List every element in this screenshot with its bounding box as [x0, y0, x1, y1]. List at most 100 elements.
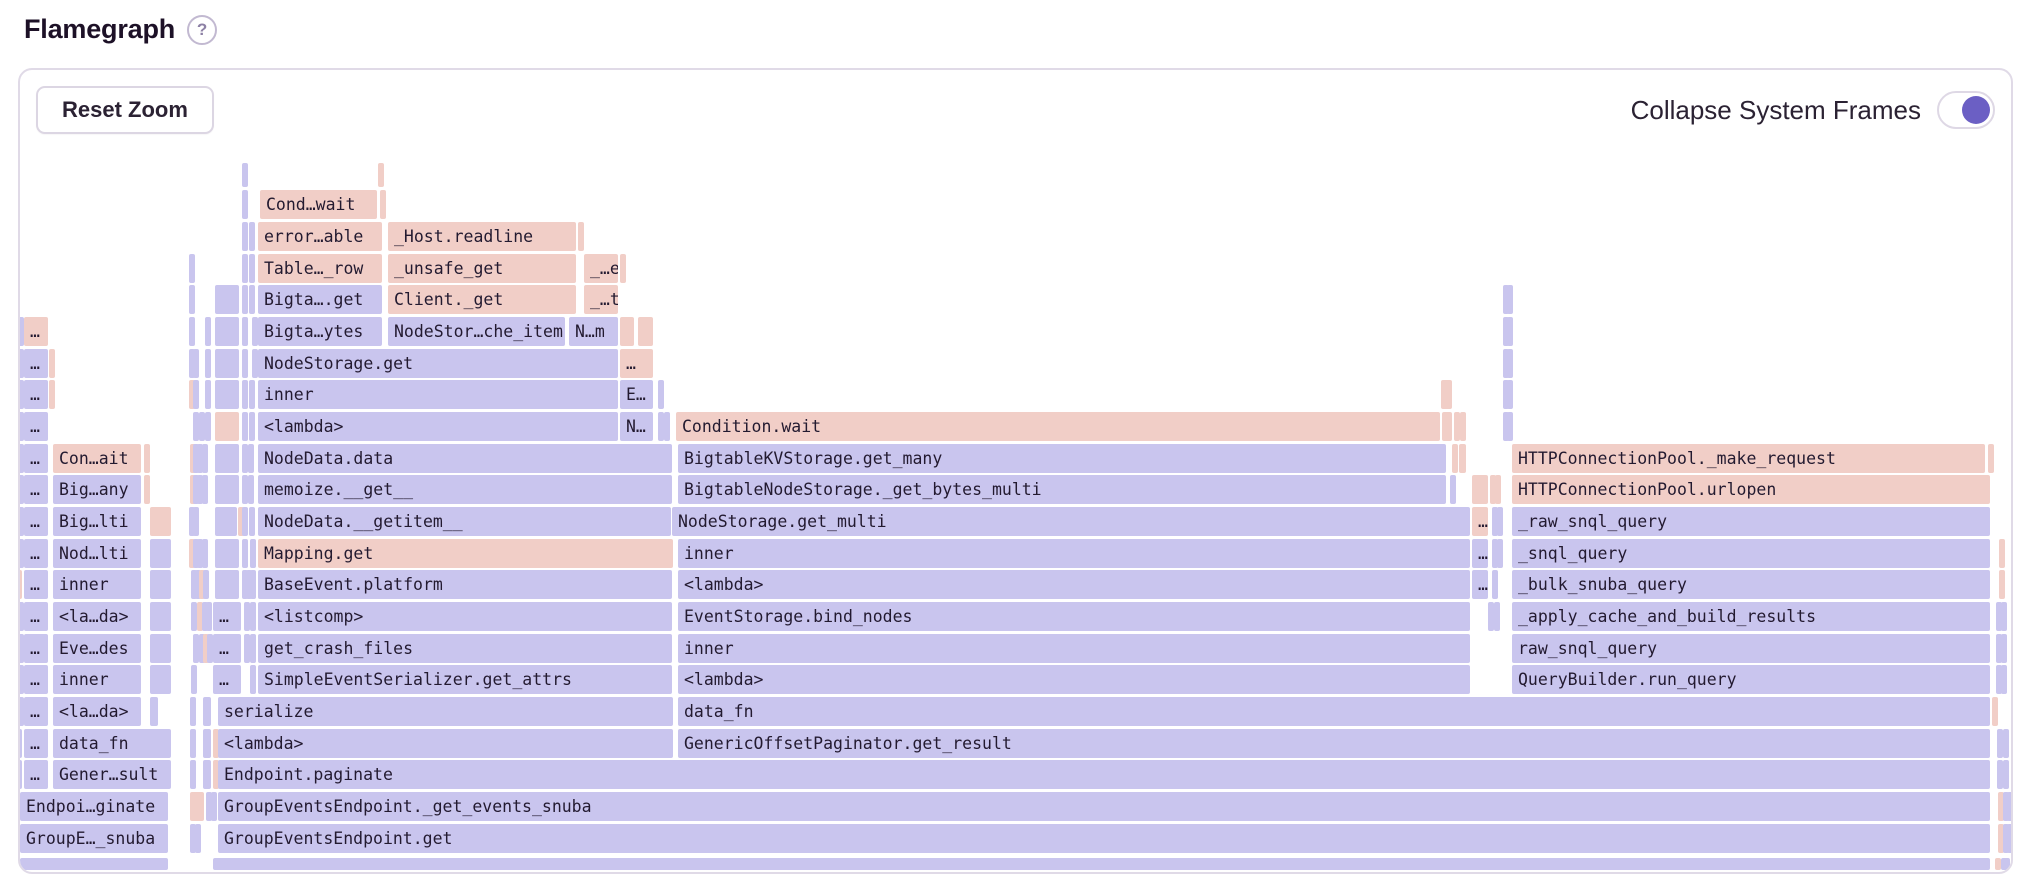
frame-bar[interactable] [380, 190, 386, 219]
frame-bar[interactable]: Endpoi…ginate [20, 792, 168, 821]
frame-bar[interactable]: Cond…wait [260, 190, 377, 219]
frame-bar[interactable] [2001, 665, 2007, 694]
frame-bar[interactable] [215, 412, 239, 441]
frame-bar[interactable] [20, 729, 22, 758]
frame-bar[interactable] [191, 602, 197, 631]
frame-bar[interactable] [150, 697, 158, 726]
frame-bar[interactable] [1507, 285, 1513, 314]
frame-bar[interactable]: … [24, 570, 48, 599]
frame-bar[interactable] [658, 380, 664, 409]
frame-bar[interactable] [658, 412, 664, 441]
frame-bar[interactable]: _raw_snql_query [1512, 507, 1990, 536]
frame-bar[interactable]: … [24, 475, 48, 504]
frame-bar[interactable] [242, 444, 248, 473]
frame-bar[interactable] [1999, 570, 2005, 599]
frame-bar[interactable] [203, 570, 209, 599]
frame-bar[interactable]: … [24, 380, 48, 409]
frame-bar[interactable] [49, 349, 55, 378]
frame-bar[interactable]: … [1472, 570, 1488, 599]
frame-bar[interactable]: … [213, 665, 241, 694]
frame-bar[interactable] [215, 507, 237, 536]
frame-bar[interactable] [150, 602, 171, 631]
frame-bar[interactable]: memoize.__get__ [258, 475, 672, 504]
frame-bar[interactable] [1494, 602, 1500, 631]
frame-bar[interactable] [20, 444, 24, 473]
frame-bar[interactable] [205, 317, 211, 346]
frame-bar[interactable]: … [24, 349, 48, 378]
frame-bar[interactable]: … [24, 697, 48, 726]
frame-bar[interactable] [1488, 602, 1494, 631]
frame-bar[interactable] [1507, 380, 1513, 409]
frame-bar[interactable] [242, 190, 248, 219]
frame-bar[interactable] [249, 507, 255, 536]
frame-bar[interactable] [250, 602, 256, 631]
frame-bar[interactable] [578, 222, 584, 251]
frame-bar[interactable] [203, 729, 211, 758]
frame-bar[interactable] [189, 507, 195, 536]
frame-bar[interactable] [190, 760, 196, 789]
frame-bar[interactable]: <la…da> [53, 602, 141, 631]
frame-bar[interactable] [215, 317, 239, 346]
frame-bar[interactable] [252, 317, 258, 346]
frame-bar[interactable] [664, 412, 670, 441]
frame-bar[interactable]: NodeData.data [258, 444, 672, 473]
frame-bar[interactable] [1503, 412, 1509, 441]
frame-bar[interactable]: Con…ait [53, 444, 141, 473]
frame-bar[interactable] [205, 380, 211, 409]
frame-bar[interactable] [1495, 475, 1501, 504]
frame-bar[interactable] [189, 317, 195, 346]
frame-bar[interactable]: GroupEventsEndpoint.get [218, 824, 1990, 853]
frame-bar[interactable] [1998, 824, 2004, 853]
frame-bar[interactable] [1452, 444, 1458, 473]
frame-bar[interactable]: EventStorage.bind_nodes [678, 602, 1470, 631]
frame-bar[interactable] [215, 444, 239, 473]
frame-bar[interactable] [49, 380, 55, 409]
frame-bar[interactable]: NodeStorage.get [258, 349, 618, 378]
frame-bar[interactable] [197, 602, 203, 631]
frame-bar[interactable] [150, 539, 171, 568]
frame-bar[interactable] [215, 475, 239, 504]
frame-bar[interactable]: N…m [569, 317, 618, 346]
frame-bar[interactable]: GroupE…_snuba [20, 824, 168, 853]
frame-bar[interactable]: NodeStorage.get_multi [672, 507, 1470, 536]
frame-bar[interactable]: Client._get [388, 285, 576, 314]
frame-bar[interactable] [244, 602, 250, 631]
frame-bar[interactable] [1992, 697, 1998, 726]
frame-bar[interactable] [189, 254, 195, 283]
frame-bar[interactable]: BaseEvent.platform [258, 570, 672, 599]
frame-bar[interactable] [1492, 539, 1498, 568]
frame-bar[interactable]: … [213, 634, 241, 663]
frame-bar[interactable] [215, 539, 239, 568]
frame-bar[interactable] [206, 602, 212, 631]
frame-bar[interactable] [202, 444, 208, 473]
frame-bar[interactable]: … [24, 507, 48, 536]
frame-bar[interactable] [2007, 824, 2011, 853]
frame-bar[interactable] [1460, 412, 1466, 441]
frame-bar[interactable] [248, 475, 254, 504]
frame-bar[interactable] [150, 665, 171, 694]
frame-bar[interactable] [207, 634, 213, 663]
frame-bar[interactable] [248, 444, 254, 473]
frame-bar[interactable] [190, 792, 204, 821]
frame-bar[interactable] [246, 570, 252, 599]
frame-bar[interactable] [189, 539, 195, 568]
frame-bar[interactable] [1998, 792, 2004, 821]
frame-bar[interactable]: inner [678, 634, 1470, 663]
frame-bar[interactable] [1454, 412, 1460, 441]
frame-bar[interactable]: NodeData.__getitem__ [258, 507, 671, 536]
frame-bar[interactable] [250, 665, 256, 694]
frame-bar[interactable] [20, 697, 24, 726]
frame-bar[interactable]: raw_snql_query [1512, 634, 1990, 663]
frame-bar[interactable]: … [213, 602, 241, 631]
frame-bar[interactable] [20, 760, 22, 789]
frame-bar[interactable] [1450, 475, 1456, 504]
frame-bar[interactable]: SimpleEventSerializer.get_attrs [258, 665, 672, 694]
frame-bar[interactable] [215, 285, 239, 314]
frame-bar[interactable] [191, 665, 197, 694]
frame-bar[interactable] [193, 412, 199, 441]
frame-bar[interactable] [20, 349, 24, 378]
frame-bar[interactable] [197, 539, 203, 568]
frame-bar[interactable] [202, 539, 208, 568]
frame-bar[interactable] [20, 570, 22, 599]
frame-bar[interactable] [190, 824, 196, 853]
